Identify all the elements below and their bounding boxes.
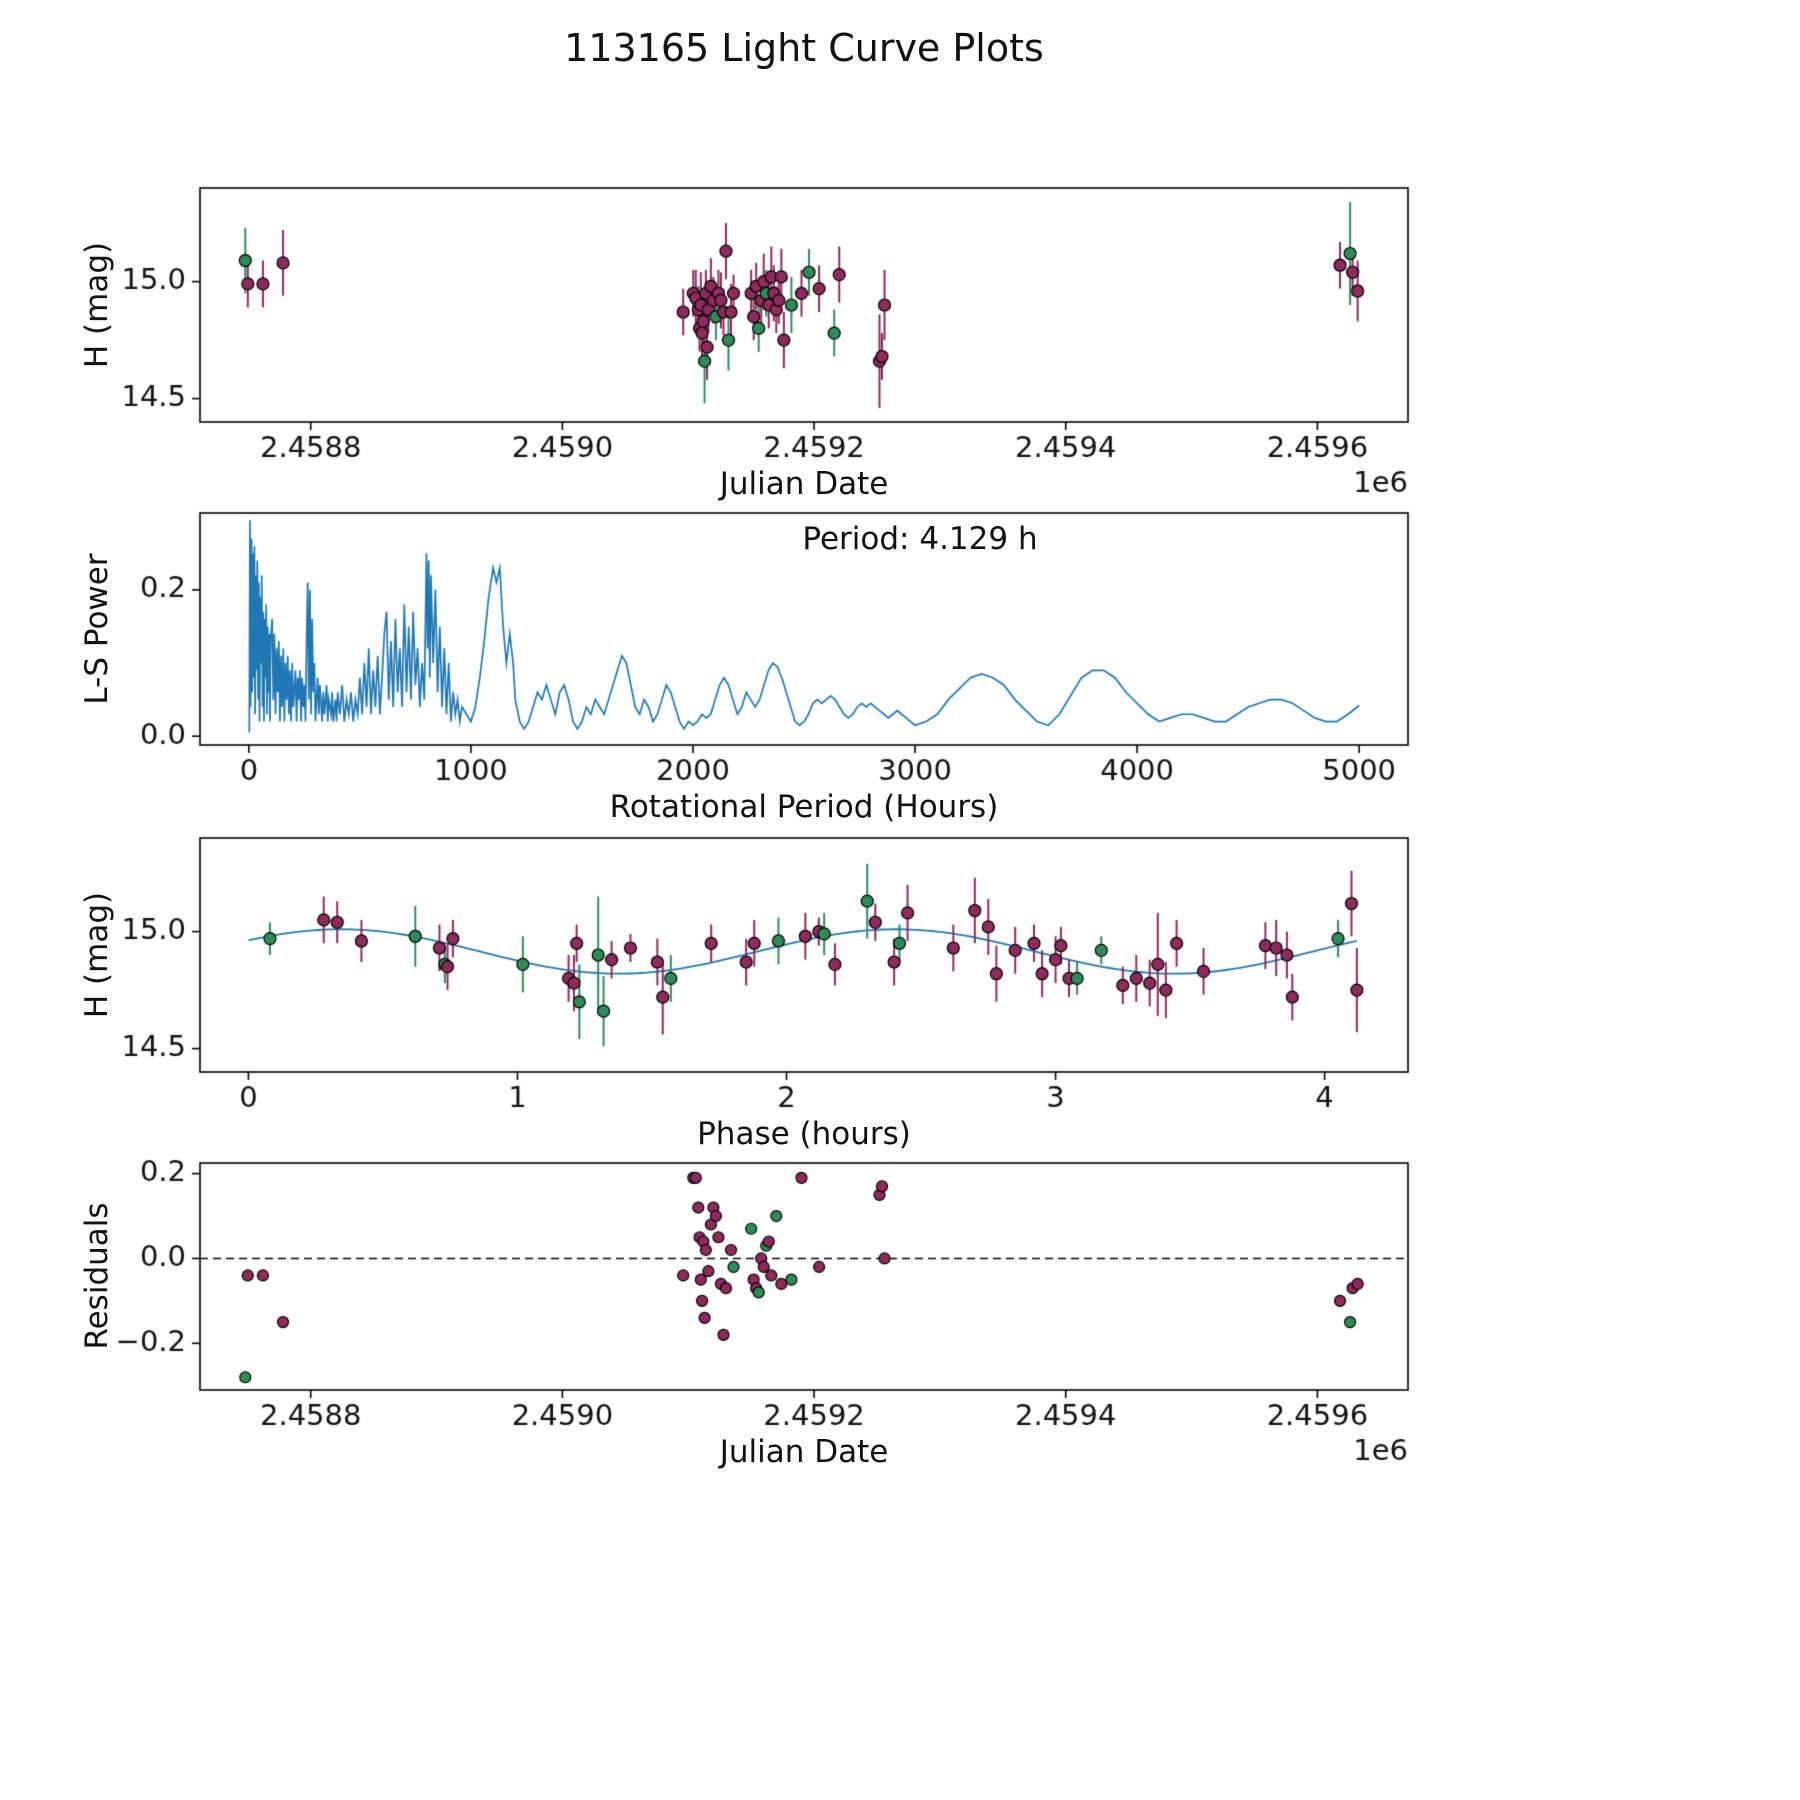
plot1-xlabel: Julian Date: [719, 466, 889, 502]
plot4-ylabel: Residuals: [79, 1202, 115, 1350]
figure-title: 113165 Light Curve Plots: [564, 26, 1044, 70]
plot4-xlabel: Julian Date: [719, 1434, 889, 1470]
period-annotation: Period: 4.129 h: [802, 521, 1038, 557]
plot2-ylabel: L-S Power: [79, 553, 115, 705]
plot3-ylabel: H (mag): [79, 891, 115, 1019]
plot3-xlabel: Phase (hours): [697, 1116, 911, 1152]
plot2-xlabel: Rotational Period (Hours): [609, 789, 999, 825]
plot1-ylabel: H (mag): [79, 241, 115, 369]
